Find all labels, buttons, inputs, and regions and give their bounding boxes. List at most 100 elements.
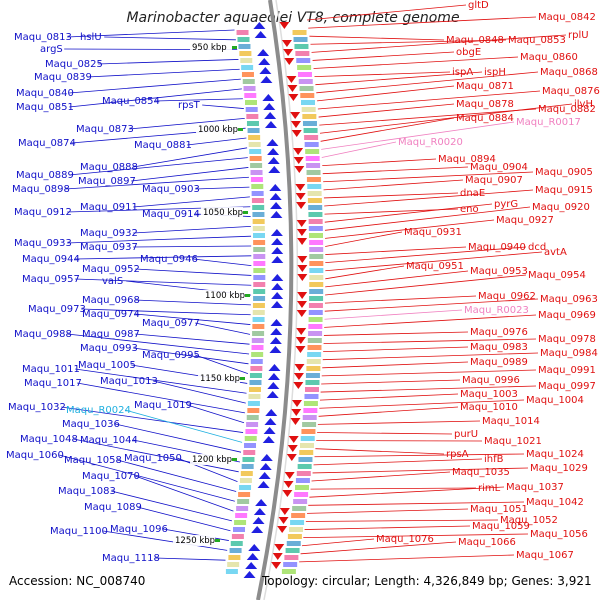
right-gene-label[interactable]: obgE [456,47,481,58]
left-gene-label[interactable]: Maqu_1118 [102,553,160,564]
right-gene-label[interactable]: Maqu_0976 [470,327,528,338]
left-gene-label[interactable]: Maqu_0957 [22,274,80,285]
left-gene-label[interactable]: Maqu_0840 [16,88,74,99]
right-gene-label[interactable]: Maqu_0978 [538,334,596,345]
right-gene-label[interactable]: Maqu_1004 [526,395,584,406]
left-gene-label[interactable]: Maqu_1070 [82,471,140,482]
left-gene-label[interactable]: Maqu_0888 [80,162,138,173]
right-gene-label[interactable]: Maqu_0904 [470,162,528,173]
right-gene-label[interactable]: Maqu_0915 [535,185,593,196]
right-gene-label[interactable]: Maqu_0927 [496,215,554,226]
right-gene-label[interactable]: Maqu_R0023 [464,305,529,316]
left-gene-label[interactable]: Maqu_0873 [76,124,134,135]
right-gene-label[interactable]: Maqu_R0020 [398,137,463,148]
left-gene-label[interactable]: Maqu_1011 [22,364,80,375]
left-gene-label[interactable]: Maqu_1100 [50,526,108,537]
right-gene-label[interactable]: rplU [568,30,589,41]
right-gene-label[interactable]: Maqu_0884 [456,113,514,124]
right-gene-label[interactable]: rimL [478,483,501,494]
right-gene-label[interactable]: ispA [452,67,473,78]
right-gene-label[interactable]: Maqu_1059 [472,521,530,532]
left-gene-label[interactable]: Maqu_0993 [80,343,138,354]
right-gene-label[interactable]: dcd [528,242,546,253]
right-gene-label[interactable]: Maqu_0842 [538,12,596,23]
left-gene-label[interactable]: Maqu_0933 [14,238,72,249]
left-gene-label[interactable]: argS [40,44,63,55]
right-gene-label[interactable]: Maqu_0931 [404,227,462,238]
left-gene-label[interactable]: Maqu_1005 [78,360,136,371]
left-gene-label[interactable]: Maqu_1058 [64,455,122,466]
left-gene-label[interactable]: Maqu_0988 [14,329,72,340]
left-gene-label[interactable]: Maqu_0968 [82,295,140,306]
right-gene-label[interactable]: Maqu_0894 [438,154,496,165]
right-gene-label[interactable]: Maqu_0996 [462,375,520,386]
left-gene-label[interactable]: Maqu_1060 [6,450,64,461]
left-gene-label[interactable]: Maqu_1089 [84,502,142,513]
right-gene-label[interactable]: Maqu_1056 [530,529,588,540]
right-gene-label[interactable]: eno [460,204,479,215]
right-gene-label[interactable]: Maqu_0991 [538,365,596,376]
left-gene-label[interactable]: Maqu_0932 [80,228,138,239]
left-gene-label[interactable]: Maqu_0839 [34,72,92,83]
right-gene-label[interactable]: ihfB [484,454,504,465]
right-gene-label[interactable]: Maqu_0951 [406,261,464,272]
right-gene-label[interactable]: Maqu_0871 [456,81,514,92]
right-gene-label[interactable]: Maqu_0876 [542,86,600,97]
right-gene-label[interactable]: Maqu_0984 [540,348,598,359]
right-gene-label[interactable]: Maqu_1024 [526,449,584,460]
left-gene-label[interactable]: Maqu_0912 [14,207,72,218]
right-gene-label[interactable]: Maqu_R0017 [516,117,581,128]
left-gene-label[interactable]: Maqu_0911 [80,202,138,213]
left-gene-label[interactable]: Maqu_0952 [82,264,140,275]
left-gene-label[interactable]: Maqu_R0024 [66,405,131,416]
right-gene-label[interactable]: Maqu_0983 [470,342,528,353]
left-gene-label[interactable]: rpsT [178,100,201,111]
left-gene-label[interactable]: valS [102,276,123,287]
right-gene-label[interactable]: Maqu_1076 [376,534,434,545]
right-gene-label[interactable]: ispH [484,67,506,78]
left-gene-label[interactable]: Maqu_1032 [8,402,66,413]
right-gene-label[interactable]: Maqu_1052 [500,515,558,526]
right-gene-label[interactable]: Maqu_0853 [508,35,566,46]
left-gene-label[interactable]: hslU [80,32,102,43]
right-gene-label[interactable]: Maqu_0969 [538,310,596,321]
right-gene-label[interactable]: avtA [544,247,567,258]
left-gene-label[interactable]: Maqu_1036 [62,419,120,430]
right-gene-label[interactable]: Maqu_0997 [538,381,596,392]
left-gene-label[interactable]: Maqu_0881 [134,140,192,151]
right-gene-label[interactable]: ilvH [574,99,593,110]
right-gene-label[interactable]: Maqu_0989 [470,357,528,368]
left-gene-label[interactable]: Maqu_0813 [14,32,72,43]
left-gene-label[interactable]: Maqu_0854 [102,96,160,107]
left-gene-label[interactable]: Maqu_1019 [134,400,192,411]
left-gene-label[interactable]: Maqu_0825 [45,59,103,70]
right-gene-label[interactable]: Maqu_1067 [516,550,574,561]
left-gene-label[interactable]: Maqu_1083 [58,486,116,497]
left-gene-label[interactable]: Maqu_0874 [18,138,76,149]
right-gene-label[interactable]: Maqu_0963 [540,294,598,305]
left-gene-label[interactable]: Maqu_1013 [100,376,158,387]
right-gene-label[interactable]: Maqu_0954 [528,270,586,281]
right-gene-label[interactable]: Maqu_1066 [458,537,516,548]
right-gene-label[interactable]: Maqu_1014 [482,416,540,427]
right-gene-label[interactable]: Maqu_0905 [535,167,593,178]
right-gene-label[interactable]: Maqu_1010 [460,402,518,413]
right-gene-label[interactable]: Maqu_0962 [478,291,536,302]
right-gene-label[interactable]: Maqu_1037 [506,482,564,493]
left-gene-label[interactable]: Maqu_0946 [140,254,198,265]
right-gene-label[interactable]: Maqu_0868 [540,67,598,78]
right-gene-label[interactable]: Maqu_1021 [484,436,542,447]
right-gene-label[interactable]: Maqu_1003 [460,389,518,400]
left-gene-label[interactable]: Maqu_0903 [142,184,200,195]
right-gene-label[interactable]: Maqu_1029 [530,463,588,474]
right-gene-label[interactable]: Maqu_0848 [446,35,504,46]
left-gene-label[interactable]: Maqu_1017 [24,378,82,389]
right-gene-label[interactable]: Maqu_1035 [452,467,510,478]
left-gene-label[interactable]: Maqu_1048 [20,434,78,445]
right-gene-label[interactable]: rpsA [446,449,469,460]
left-gene-label[interactable]: Maqu_0995 [142,350,200,361]
right-gene-label[interactable]: Maqu_0907 [465,175,523,186]
right-gene-label[interactable]: Maqu_1051 [470,504,528,515]
left-gene-label[interactable]: Maqu_0851 [16,102,74,113]
left-gene-label[interactable]: Maqu_0898 [12,184,70,195]
